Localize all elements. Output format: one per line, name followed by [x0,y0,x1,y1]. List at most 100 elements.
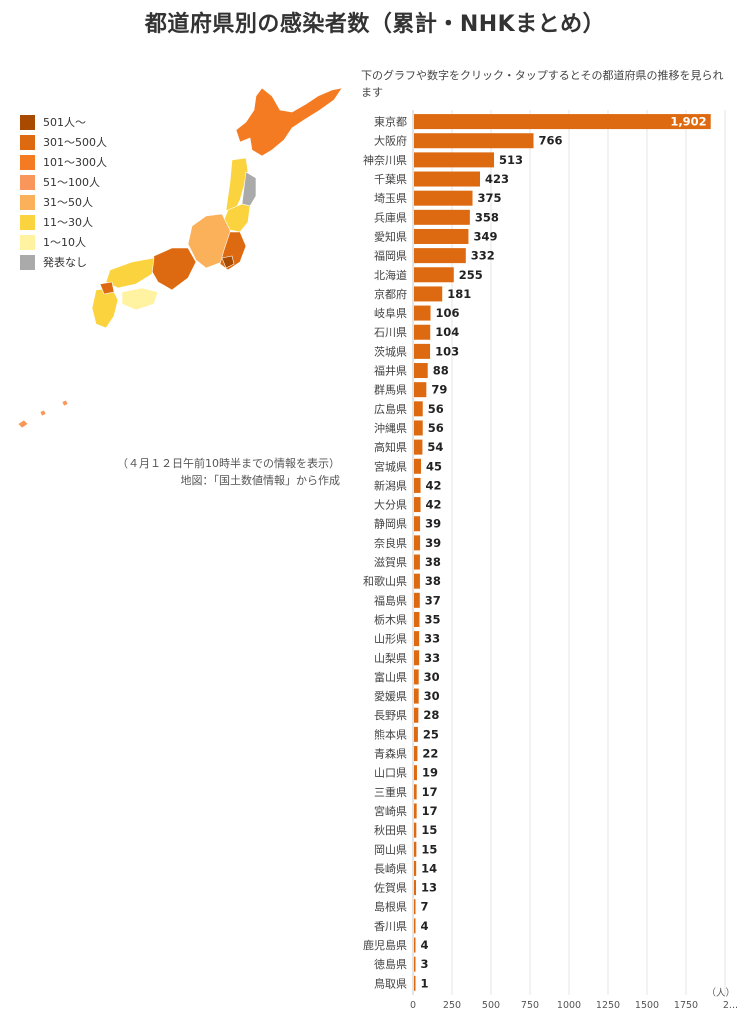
map-region-hokkaido[interactable] [235,87,343,157]
category-label[interactable]: 京都府 [374,287,407,301]
value-label[interactable]: 38 [425,555,441,569]
value-label[interactable]: 423 [485,172,509,186]
bar[interactable] [414,726,418,742]
bar[interactable] [414,611,420,627]
category-label[interactable]: 沖縄県 [374,421,407,435]
category-label[interactable]: 静岡県 [374,517,407,531]
bar[interactable] [414,535,421,551]
category-label[interactable]: 北海道 [374,268,407,282]
value-label[interactable]: 106 [436,306,460,320]
bar[interactable] [414,573,420,589]
bar[interactable] [414,956,416,972]
value-label[interactable]: 19 [422,766,438,780]
bar[interactable] [414,248,466,264]
value-label[interactable]: 17 [422,785,438,799]
value-label[interactable]: 4 [421,938,429,952]
value-label[interactable]: 30 [424,689,440,703]
value-label[interactable]: 1 [421,976,429,990]
category-label[interactable]: 島根県 [374,900,407,914]
bar[interactable] [414,880,417,896]
category-label[interactable]: 富山県 [374,670,407,684]
bar[interactable] [414,420,423,436]
category-label[interactable]: 大分県 [374,498,407,512]
value-label[interactable]: 39 [425,536,441,550]
map-region-shikoku[interactable] [121,287,159,311]
bar[interactable] [414,841,417,857]
value-label[interactable]: 15 [421,823,437,837]
category-label[interactable]: 千葉県 [374,172,407,186]
bar[interactable] [414,401,423,417]
value-label[interactable]: 37 [425,593,441,607]
category-label[interactable]: 茨城県 [374,344,407,358]
category-label[interactable]: 宮崎県 [374,804,407,818]
category-label[interactable]: 福井県 [374,364,407,378]
value-label[interactable]: 33 [424,632,440,646]
value-label[interactable]: 3 [421,957,429,971]
value-label[interactable]: 375 [478,191,502,205]
bar[interactable] [414,267,454,283]
bar[interactable] [414,458,422,474]
value-label[interactable]: 88 [433,364,449,378]
value-label[interactable]: 513 [499,153,523,167]
bar[interactable] [414,860,417,876]
japan-map[interactable] [0,80,360,440]
value-label[interactable]: 42 [426,478,442,492]
category-label[interactable]: 石川県 [374,326,407,339]
map-region-tokyo[interactable] [221,255,235,269]
bar[interactable] [414,592,420,608]
bar[interactable] [414,286,443,302]
bar[interactable] [414,363,428,379]
bar[interactable] [414,343,431,359]
value-label[interactable]: 17 [422,804,438,818]
bar[interactable] [414,209,470,225]
bar[interactable] [414,918,416,934]
bar[interactable] [414,439,423,455]
category-label[interactable]: 新潟県 [374,478,407,492]
category-label[interactable]: 鳥取県 [374,976,407,990]
bar[interactable] [414,746,418,762]
category-label[interactable]: 徳島県 [374,957,407,971]
category-label[interactable]: 香川県 [374,920,407,933]
bar[interactable] [414,324,431,340]
value-label[interactable]: 181 [447,287,471,301]
category-label[interactable]: 大阪府 [374,134,407,148]
bar[interactable] [414,554,420,570]
value-label[interactable]: 332 [471,249,495,263]
category-label[interactable]: 滋賀県 [374,556,407,569]
category-label[interactable]: 三重県 [374,785,407,799]
value-label[interactable]: 42 [426,498,442,512]
category-label[interactable]: 山梨県 [374,651,407,665]
bar[interactable] [414,650,420,666]
category-label[interactable]: 秋田県 [374,823,407,837]
value-label[interactable]: 33 [424,651,440,665]
category-label[interactable]: 山口県 [374,767,407,780]
category-label[interactable]: 青森県 [374,747,407,761]
category-label[interactable]: 埼玉県 [374,191,407,205]
category-label[interactable]: 愛媛県 [374,689,407,703]
value-label[interactable]: 255 [459,268,483,282]
bar[interactable] [414,822,417,838]
value-label[interactable]: 358 [475,210,499,224]
value-label[interactable]: 39 [425,517,441,531]
value-label[interactable]: 104 [435,325,459,339]
bar[interactable] [414,305,431,321]
value-label[interactable]: 54 [427,440,443,454]
category-label[interactable]: 和歌山県 [363,574,407,588]
value-label[interactable]: 766 [538,134,562,148]
value-label[interactable]: 79 [431,383,447,397]
category-label[interactable]: 高知県 [374,440,407,454]
value-label[interactable]: 22 [422,747,438,761]
category-label[interactable]: 宮城県 [374,459,407,473]
value-label[interactable]: 14 [421,861,437,875]
map-region-fukuoka[interactable] [99,281,115,295]
value-label[interactable]: 25 [423,727,439,741]
category-label[interactable]: 群馬県 [374,383,407,397]
category-label[interactable]: 鹿児島県 [363,938,407,952]
bar[interactable] [414,516,421,532]
category-label[interactable]: 奈良県 [374,536,407,550]
map-region-okinawa[interactable] [17,399,69,429]
bar[interactable] [414,382,427,398]
value-label[interactable]: 45 [426,459,442,473]
bar[interactable] [414,477,421,493]
